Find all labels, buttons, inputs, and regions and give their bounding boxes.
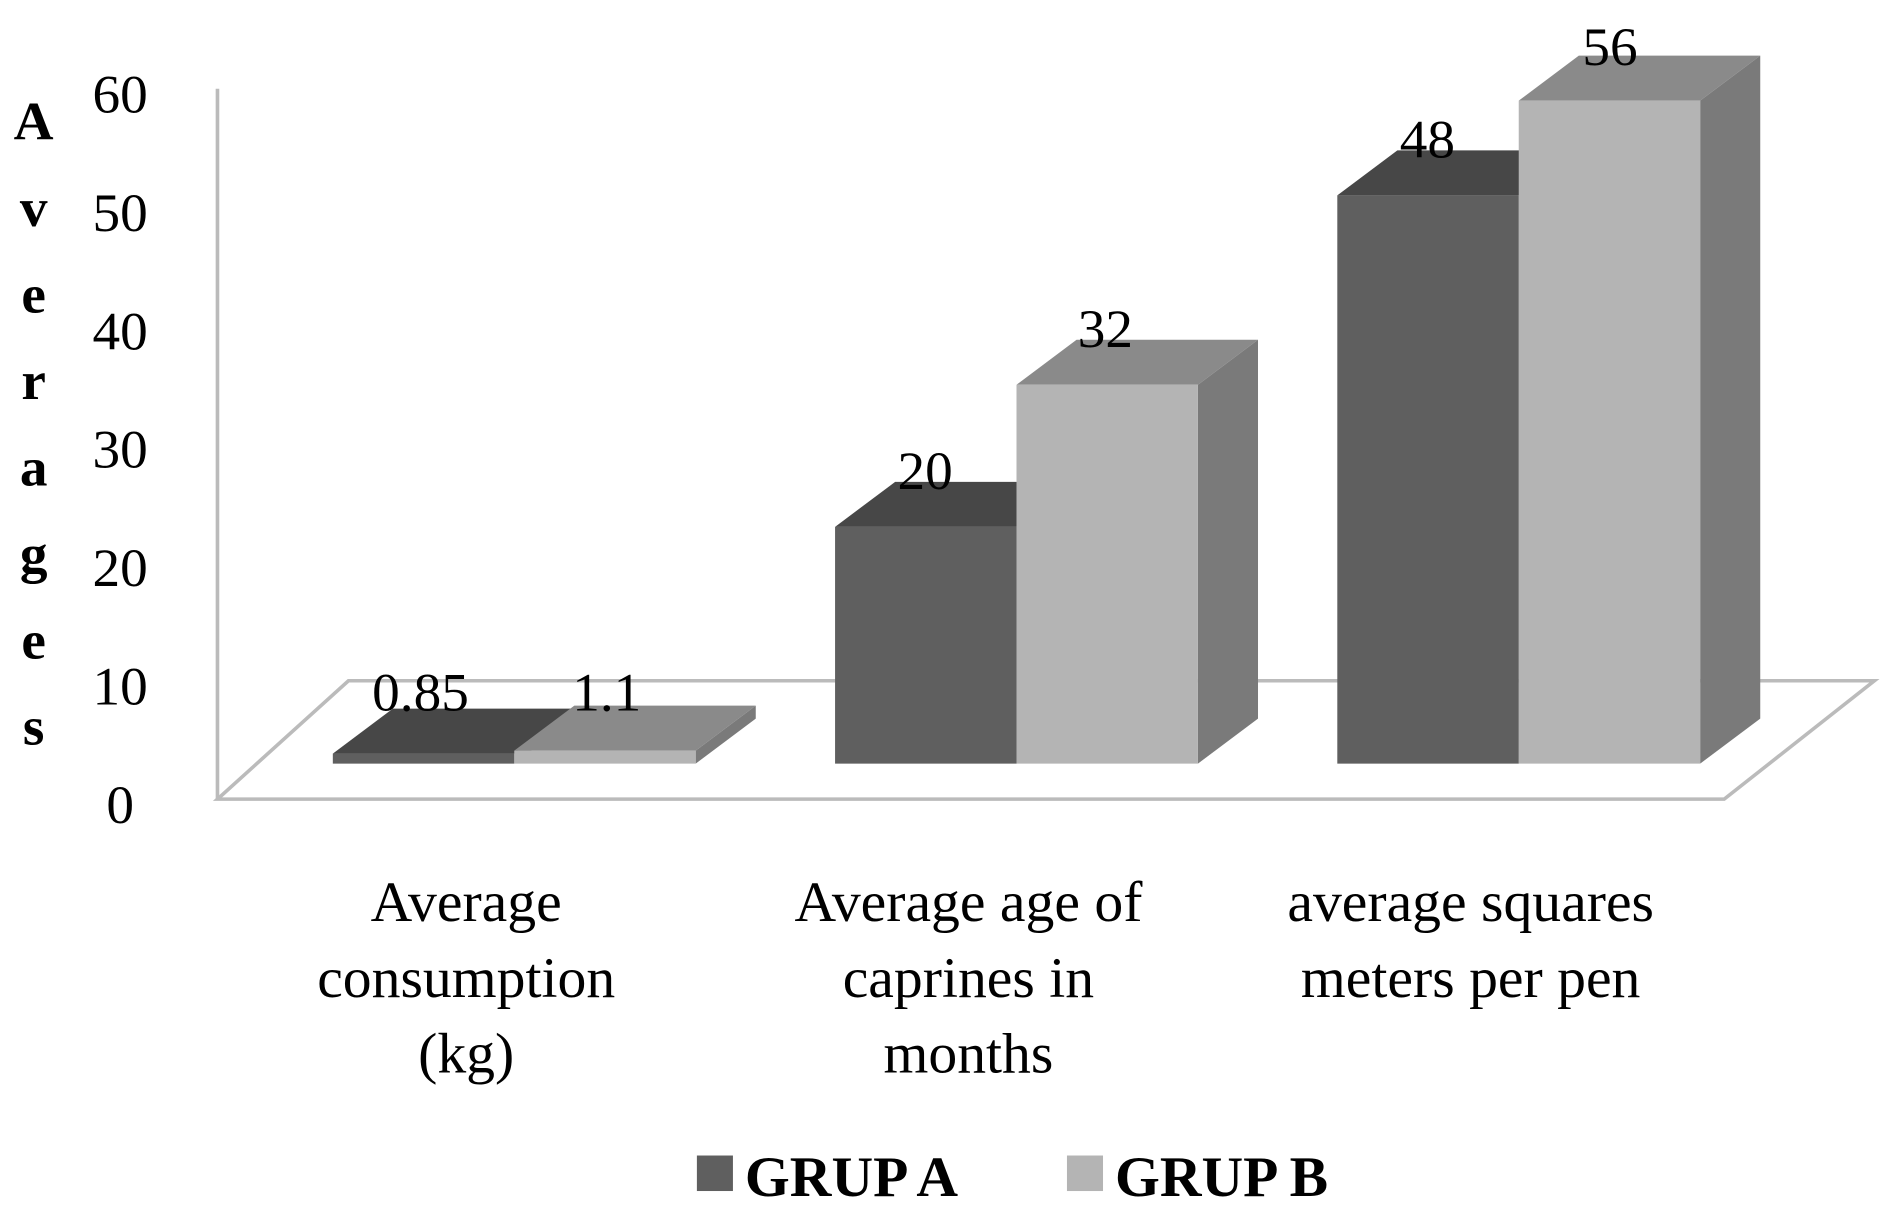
bar-front [835, 526, 1017, 764]
y-axis-label-letter: v [20, 177, 48, 238]
bar-front [1518, 100, 1701, 764]
bar-grup-b [514, 705, 756, 764]
y-axis-label-letter: g [20, 523, 48, 584]
bar-front [332, 753, 515, 764]
x-category-label: months [884, 1023, 1054, 1086]
bar-top [835, 481, 1077, 527]
data-label: 1.1 [572, 662, 641, 723]
data-label: 20 [898, 440, 953, 501]
bar-front [514, 750, 696, 764]
y-axis-label-letter: e [21, 610, 46, 671]
x-category-label: Average age of [794, 871, 1143, 934]
y-tick-label: 50 [93, 182, 148, 243]
legend-swatch [1066, 1155, 1104, 1192]
bar-side [1197, 339, 1259, 764]
y-tick-label: 40 [93, 301, 148, 362]
y-axis-ticks: 0 10 20 30 40 50 60 [93, 64, 148, 835]
y-axis-label-letter: a [20, 437, 48, 498]
bars [332, 55, 1761, 764]
data-label: 0.85 [372, 662, 469, 723]
bar-top [514, 705, 756, 751]
y-axis-label-letter: r [21, 350, 46, 411]
bar-top [1337, 150, 1579, 196]
data-label: 48 [1400, 109, 1455, 170]
x-category-label: average squares [1287, 871, 1654, 934]
y-tick-label: 0 [106, 774, 134, 835]
data-labels: 0.85 1.1 20 32 48 56 [372, 16, 1638, 722]
y-tick-label: 20 [93, 537, 148, 598]
legend-label: GRUP B [1115, 1146, 1328, 1209]
bar-front [1337, 195, 1519, 764]
bar-grup-b [1016, 339, 1259, 764]
bar-top [1016, 339, 1259, 385]
x-category-label: (kg) [418, 1023, 514, 1086]
legend-swatch [696, 1155, 733, 1192]
bar-side [695, 705, 756, 764]
bar-top [332, 708, 575, 754]
x-category-label: meters per pen [1301, 947, 1640, 1010]
x-axis-categories: Average consumption (kg) Average age of capr… [317, 871, 1654, 1085]
bar-top [1518, 55, 1761, 101]
bar-front [1016, 384, 1198, 764]
x-category-label: consumption [317, 947, 615, 1010]
bar-grup-b [1518, 55, 1761, 764]
legend-label: GRUP A [745, 1146, 958, 1209]
y-tick-label: 60 [93, 64, 148, 125]
x-category-label: Average [371, 871, 562, 934]
legend: GRUP A GRUP B [696, 1146, 1328, 1209]
y-axis-label-letter: s [23, 696, 45, 757]
y-tick-label: 10 [93, 656, 148, 717]
y-axis-label-letter: e [21, 264, 46, 325]
y-tick-label: 30 [93, 419, 148, 480]
x-category-label: caprines in [843, 947, 1094, 1010]
data-label: 32 [1078, 298, 1133, 359]
data-label: 56 [1582, 16, 1637, 77]
bar-side [1700, 55, 1761, 764]
y-axis-label-letter: A [14, 91, 54, 152]
